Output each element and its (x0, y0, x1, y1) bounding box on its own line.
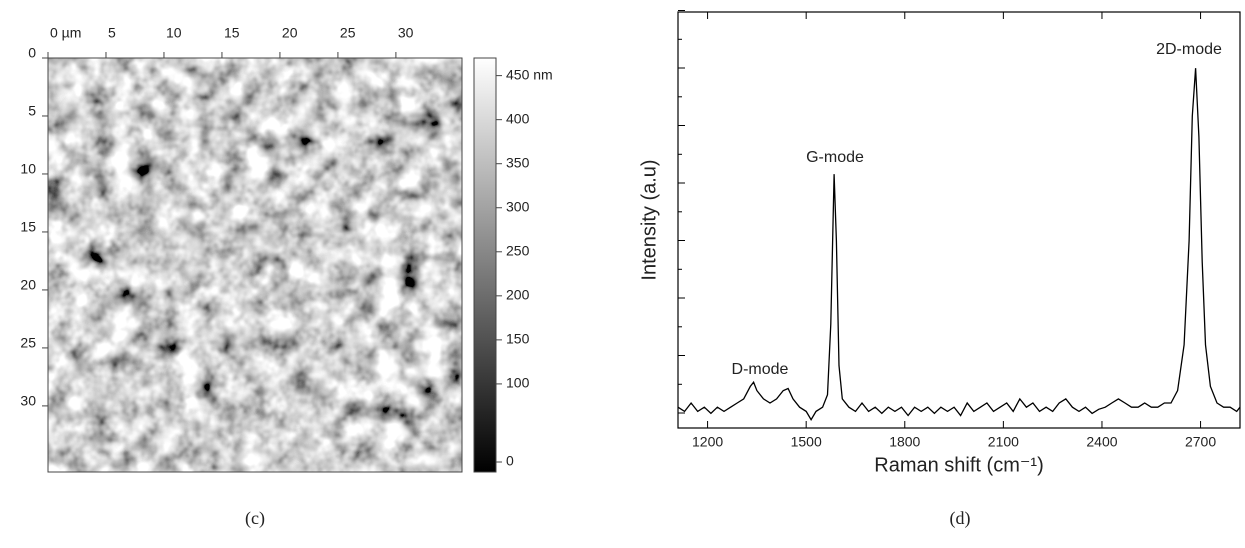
x-tick-label: 2700 (1185, 434, 1216, 450)
afm-frame (47, 57, 463, 473)
x-tick-label: 0 µm (50, 25, 81, 41)
x-tick-label: 10 (166, 25, 182, 41)
x-tick-label: 1800 (889, 434, 920, 450)
x-axis-label: Raman shift (cm⁻¹) (874, 454, 1043, 476)
colorbar-tick-label: 200 (506, 287, 530, 303)
x-tick-label: 1500 (791, 434, 822, 450)
peak-annotation: 2D-mode (1156, 41, 1222, 58)
x-tick-label: 1200 (692, 434, 723, 450)
peak-annotation: G-mode (806, 149, 864, 166)
y-tick-label: 25 (20, 335, 36, 351)
peak-annotation: D-mode (732, 361, 789, 378)
y-tick-label: 30 (20, 393, 36, 409)
y-tick-label: 5 (28, 103, 36, 119)
spectrum-line (677, 68, 1241, 421)
colorbar-tick-label: 350 (506, 154, 530, 170)
y-tick-label: 15 (20, 219, 36, 235)
colorbar-tick-label: 0 (506, 453, 514, 469)
x-tick-label: 5 (108, 25, 116, 41)
colorbar-tick-label: 400 (506, 110, 530, 126)
colorbar (473, 57, 497, 473)
x-tick-label: 30 (398, 25, 414, 41)
colorbar-tick-label: 250 (506, 242, 530, 258)
plot-frame (677, 11, 1241, 429)
colorbar-tick-label: 450 nm (506, 66, 553, 82)
y-axis-label: Intensity (a.u) (638, 159, 660, 280)
x-tick-label: 2100 (988, 434, 1019, 450)
colorbar-tick-label: 150 (506, 331, 530, 347)
x-tick-label: 15 (224, 25, 240, 41)
x-tick-label: 20 (282, 25, 298, 41)
x-tick-label: 25 (340, 25, 356, 41)
y-tick-label: 10 (20, 161, 36, 177)
panel-caption: (d) (950, 508, 971, 529)
colorbar-tick-label: 300 (506, 198, 530, 214)
y-tick-label: 20 (20, 277, 36, 293)
y-tick-label: 0 (28, 45, 36, 61)
colorbar-tick-label: 100 (506, 375, 530, 391)
panel-caption: (c) (245, 508, 265, 529)
x-tick-label: 2400 (1086, 434, 1117, 450)
afm-image (48, 58, 462, 472)
